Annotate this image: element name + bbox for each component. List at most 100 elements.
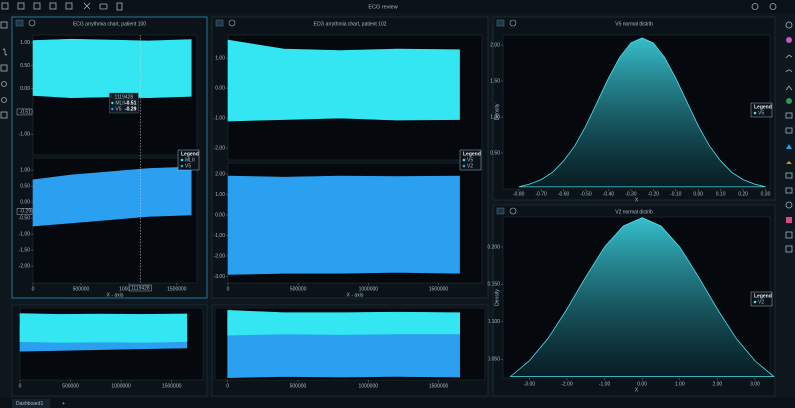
sidebar-icon[interactable] <box>785 112 793 119</box>
tooltip-series: MLII <box>115 100 125 106</box>
legend <box>750 291 773 307</box>
y-tick-label: -2.00 <box>214 253 226 259</box>
y-tick-label: 0.00 <box>20 199 30 205</box>
sidebar-icon[interactable] <box>785 187 793 194</box>
legend-marker <box>753 111 757 115</box>
panel-menu-button[interactable] <box>496 19 505 27</box>
panel-menu-button[interactable] <box>15 19 24 27</box>
left-sidebar <box>0 21 8 119</box>
tab-bar <box>0 398 795 408</box>
panel-menu-button[interactable] <box>215 19 224 27</box>
legend-title: Legend <box>181 151 199 157</box>
y-axis-label: Density <box>494 103 500 120</box>
legend-marker <box>180 158 184 162</box>
sidebar-icon[interactable] <box>786 37 792 43</box>
y-tick-label: 1.00 <box>215 55 225 61</box>
sidebar-icon[interactable] <box>785 201 793 209</box>
legend-label: MLII <box>185 157 195 163</box>
panel-settings-button[interactable] <box>228 19 236 27</box>
x-tick-label: 0.00 <box>693 191 703 197</box>
sidebar-icon[interactable] <box>785 127 793 134</box>
x-tick-label: 0.30 <box>761 191 771 197</box>
x-tick-label: 0 <box>32 286 35 292</box>
legend-label: V5 <box>467 157 473 163</box>
tooltip <box>109 92 139 114</box>
panel-menu-button[interactable] <box>496 207 505 215</box>
panel-settings-button[interactable] <box>509 207 517 215</box>
y-tick-label: 0.100 <box>487 319 500 325</box>
sidebar-icon[interactable] <box>786 217 792 223</box>
x-tick-label: 0.20 <box>738 191 748 197</box>
signal-band <box>19 313 188 343</box>
top-bar <box>0 0 795 13</box>
density-area <box>518 37 766 188</box>
sidebar-icon[interactable] <box>786 98 792 104</box>
sidebar-icon[interactable] <box>786 161 792 164</box>
sidebar-icon[interactable] <box>785 85 793 91</box>
crosshair-y-label: -0.51 <box>20 109 32 115</box>
y-tick-label: 0.200 <box>487 244 500 250</box>
copy-icon[interactable] <box>65 2 73 10</box>
x-tick-label: -3.00 <box>524 381 536 387</box>
menu-icon[interactable] <box>1 2 9 10</box>
tooltip-value: -0.51 <box>125 100 137 106</box>
x-tick-label: -0.60 <box>558 191 570 197</box>
y-tick-label: 2.00 <box>490 42 500 48</box>
sidebar-icon[interactable] <box>785 69 793 73</box>
y-tick-label: 1.00 <box>20 40 30 46</box>
sidebar-icon[interactable] <box>786 144 792 149</box>
tab-label[interactable]: Dashboard1 <box>16 401 43 407</box>
y-tick-label: 1.50 <box>490 78 500 84</box>
x-tick-label: 1000000 <box>359 286 379 292</box>
chart-title: V5 normal distrib <box>615 21 653 27</box>
y-tick-label: 0.050 <box>487 357 500 363</box>
panel-settings-button[interactable] <box>509 19 517 27</box>
legend-title: Legend <box>754 104 772 110</box>
tab[interactable] <box>12 399 50 408</box>
sidebar-icon[interactable] <box>2 48 8 56</box>
sidebar-icon[interactable] <box>0 21 8 29</box>
help-icon[interactable] <box>751 3 759 10</box>
signal-band <box>227 310 460 336</box>
panel-settings-button[interactable] <box>28 19 36 27</box>
layers-icon[interactable] <box>49 2 57 10</box>
crosshair-y-label: -0.29 <box>20 209 32 215</box>
x-tick-label: 1000000 <box>359 383 379 389</box>
x-tick-label: -0.70 <box>535 191 547 197</box>
x-tick-label: -0.30 <box>625 191 637 197</box>
legend <box>177 149 200 171</box>
x-tick-label: 3.00 <box>750 381 760 387</box>
save-icon[interactable] <box>17 2 25 10</box>
y-axis-label: Density <box>494 289 500 306</box>
legend-marker <box>180 164 184 168</box>
save-as-icon[interactable] <box>33 2 41 10</box>
sidebar-icon[interactable] <box>0 64 8 72</box>
x-axis-label: X - axis <box>107 292 124 298</box>
sidebar-icon[interactable] <box>785 231 793 239</box>
x-tick-label: 0.00 <box>637 381 647 387</box>
sidebar-icon[interactable] <box>1 81 7 87</box>
add-tab[interactable]: + <box>62 401 65 407</box>
x-tick-label: -0.50 <box>580 191 592 197</box>
y-tick-label: 1.00 <box>490 114 500 120</box>
signal-band <box>32 166 192 227</box>
y-tick-label: -1.00 <box>19 231 31 237</box>
tooltip-marker <box>111 107 114 111</box>
x-axis-label: X <box>635 387 639 393</box>
document-icon[interactable] <box>116 2 123 11</box>
settings-icon[interactable] <box>769 3 777 10</box>
y-tick-label: 0.50 <box>20 63 30 69</box>
sidebar-icon[interactable] <box>785 245 793 253</box>
x-tick-label: 1500000 <box>167 286 187 292</box>
sidebar-icon[interactable] <box>785 21 793 29</box>
fullscreen-icon[interactable] <box>83 2 91 10</box>
sidebar-icon[interactable] <box>785 172 793 179</box>
signal-band <box>32 38 192 99</box>
x-tick-label: -0.10 <box>670 191 682 197</box>
sidebar-icon[interactable] <box>785 54 793 59</box>
y-tick-label: -1.00 <box>214 233 226 239</box>
sidebar-icon[interactable] <box>1 97 7 103</box>
chart-title: ECG arrythmia chart, patient 100 <box>73 21 146 27</box>
sidebar-icon[interactable] <box>0 111 8 119</box>
camera-icon[interactable] <box>99 3 108 10</box>
